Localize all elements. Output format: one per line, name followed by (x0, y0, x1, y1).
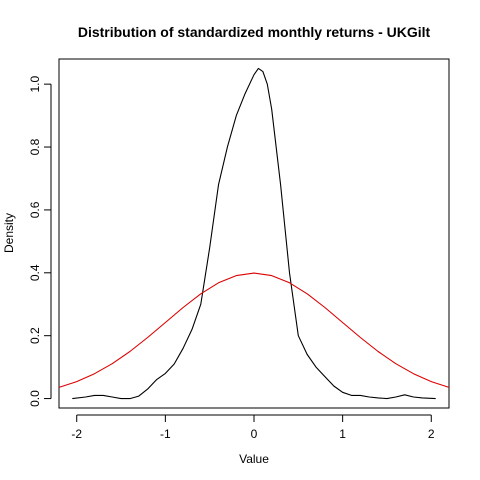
x-tick-label: -1 (160, 427, 171, 441)
plot-area (58, 67, 450, 400)
x-tick-label: 2 (428, 427, 435, 441)
x-tick-label: 0 (251, 427, 258, 441)
chart-title: Distribution of standardized monthly ret… (78, 24, 431, 40)
x-tick-label: -2 (71, 427, 82, 441)
x-tick-label: 1 (339, 427, 346, 441)
series-line-1 (72, 67, 436, 400)
x-axis: -2 -1 0 1 2 (71, 414, 435, 441)
y-tick-label: 0.4 (28, 264, 42, 281)
y-tick-label: 0.2 (28, 327, 42, 344)
y-tick-label: 0.6 (28, 201, 42, 218)
plot-frame (58, 58, 450, 409)
x-axis-label: Value (239, 452, 269, 466)
series-line-2 (58, 272, 450, 388)
y-axis-label: Density (2, 213, 16, 253)
y-tick-label: 0.0 (28, 390, 42, 407)
y-axis: 0.0 0.2 0.4 0.6 0.8 1.0 (28, 75, 52, 407)
y-tick-label: 0.8 (28, 138, 42, 155)
y-tick-label: 1.0 (28, 75, 42, 92)
